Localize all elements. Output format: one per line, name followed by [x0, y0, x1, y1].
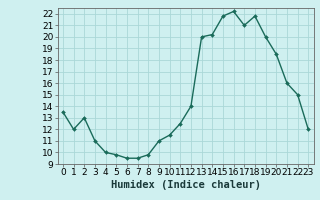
X-axis label: Humidex (Indice chaleur): Humidex (Indice chaleur)	[111, 180, 260, 190]
